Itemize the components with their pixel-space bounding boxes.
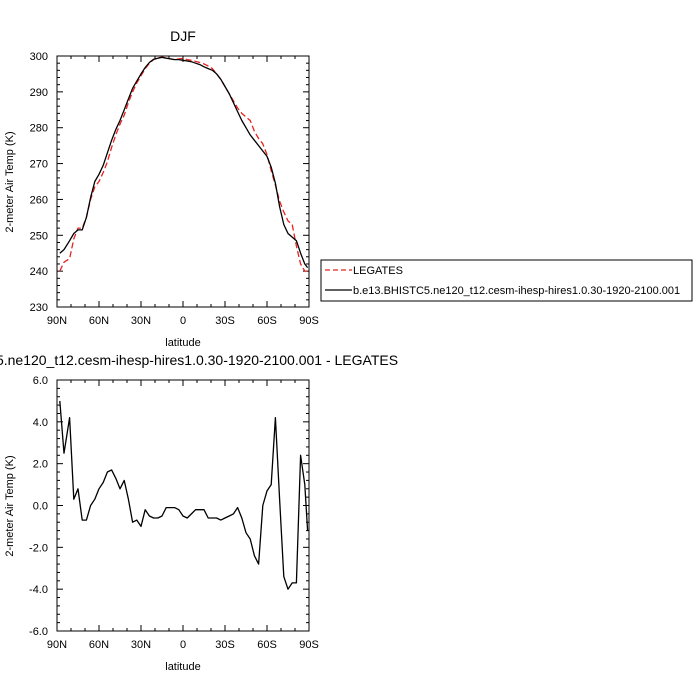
top-ytick-label: 260 <box>30 194 48 206</box>
top-xtick-label: 60S <box>257 315 277 327</box>
top-xtick-label: 30S <box>215 315 235 327</box>
bottom-xtick-label: 90S <box>299 639 319 651</box>
top-ytick-label: 270 <box>30 159 48 171</box>
bottom-xtick-label: 90N <box>47 639 67 651</box>
top-xtick-label: 0 <box>180 315 186 327</box>
bottom-xtick-label: 60N <box>89 639 109 651</box>
bottom-ytick-label: 2.0 <box>33 459 48 471</box>
bottom-chart-xlabel: latitude <box>165 661 200 673</box>
top-chart-ticks: 90N 60N 30N 0 30S 60S 90S 230 240 250 260 270 280 290… <box>30 51 319 327</box>
top-chart-panel: DJF 2-meter Air Temp (K) latitude 90N 60N… <box>4 28 319 349</box>
top-ytick-label: 300 <box>30 51 48 63</box>
top-xtick-label: 30N <box>131 315 151 327</box>
bottom-chart-series <box>59 400 309 590</box>
top-ytick-label: 240 <box>30 266 48 278</box>
legend: LEGATES b.e13.BHISTC5.ne120_t12.cesm-ihe… <box>320 259 693 302</box>
bottom-series-line-0 <box>59 400 309 590</box>
top-xtick-label: 90N <box>47 315 67 327</box>
bottom-chart-ticks: 90N 60N 30N 0 30S 60S 90S -6.0 -4.0 -2.0 0.0 2.0 4.0… <box>29 375 319 651</box>
top-ytick-label: 280 <box>30 123 48 135</box>
top-xtick-label: 60N <box>89 315 109 327</box>
bottom-chart-panel: STC5.ne120_t12.cesm-ihesp-hires1.0.30-19… <box>0 352 398 673</box>
top-chart-frame <box>56 55 310 308</box>
bottom-xtick-label: 30S <box>215 639 235 651</box>
bottom-ytick-label: -2.0 <box>29 542 48 554</box>
top-ytick-label: 230 <box>30 302 48 314</box>
top-chart-series <box>59 56 309 272</box>
bottom-ytick-label: 6.0 <box>33 375 48 387</box>
bottom-xtick-label: 60S <box>257 639 277 651</box>
legend-box <box>320 259 693 302</box>
top-ytick-label: 250 <box>30 230 48 242</box>
bottom-xtick-label: 30N <box>131 639 151 651</box>
bottom-ytick-label: -4.0 <box>29 584 48 596</box>
top-chart-ylabel: 2-meter Air Temp (K) <box>4 131 16 232</box>
bottom-chart-frame <box>56 379 310 632</box>
top-series-line-1 <box>59 56 309 268</box>
top-chart-xlabel: latitude <box>165 337 200 349</box>
top-ytick-label: 290 <box>30 87 48 99</box>
bottom-ytick-label: 0.0 <box>33 501 48 513</box>
bottom-ytick-label: 4.0 <box>33 417 48 429</box>
bottom-ytick-label: -6.0 <box>29 626 48 638</box>
bottom-chart-ylabel: 2-meter Air Temp (K) <box>4 455 16 556</box>
bottom-xtick-label: 0 <box>180 639 186 651</box>
legend-label-model: b.e13.BHISTC5.ne120_t12.cesm-ihesp-hires… <box>353 285 680 297</box>
top-chart-title: DJF <box>170 28 196 44</box>
legend-label-legates: LEGATES <box>353 265 403 277</box>
top-series-line-0 <box>59 56 308 272</box>
bottom-chart-title: STC5.ne120_t12.cesm-ihesp-hires1.0.30-19… <box>0 352 398 368</box>
top-xtick-label: 90S <box>299 315 319 327</box>
